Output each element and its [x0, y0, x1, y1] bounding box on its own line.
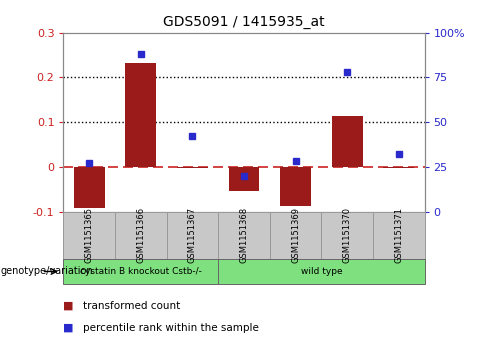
Bar — [332, 116, 363, 167]
Text: cystatin B knockout Cstb-/-: cystatin B knockout Cstb-/- — [80, 267, 202, 276]
Text: GSM1151370: GSM1151370 — [343, 207, 352, 263]
Text: GSM1151365: GSM1151365 — [85, 207, 94, 263]
Bar — [125, 63, 156, 167]
Text: ■: ■ — [63, 323, 74, 333]
Bar — [383, 167, 414, 168]
Bar — [177, 167, 208, 168]
Text: GSM1151371: GSM1151371 — [394, 207, 403, 263]
Text: wild type: wild type — [301, 267, 342, 276]
Title: GDS5091 / 1415935_at: GDS5091 / 1415935_at — [163, 15, 325, 29]
Text: GSM1151368: GSM1151368 — [240, 207, 248, 263]
Text: ■: ■ — [63, 301, 74, 311]
Text: transformed count: transformed count — [83, 301, 180, 311]
Text: GSM1151367: GSM1151367 — [188, 207, 197, 263]
Text: percentile rank within the sample: percentile rank within the sample — [83, 323, 259, 333]
Bar — [228, 167, 260, 191]
Bar — [280, 167, 311, 206]
Text: GSM1151369: GSM1151369 — [291, 207, 300, 263]
Text: genotype/variation: genotype/variation — [0, 266, 93, 277]
Bar — [74, 167, 105, 208]
Text: GSM1151366: GSM1151366 — [136, 207, 145, 263]
